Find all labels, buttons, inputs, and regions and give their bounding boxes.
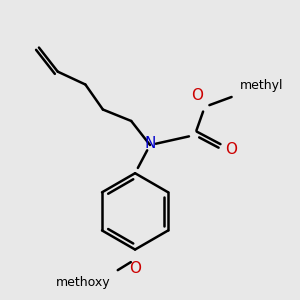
Text: N: N: [144, 136, 156, 151]
Text: O: O: [225, 142, 237, 157]
Text: O: O: [129, 261, 141, 276]
Text: methyl: methyl: [240, 79, 283, 92]
Text: O: O: [191, 88, 203, 103]
Text: methoxy: methoxy: [56, 276, 110, 289]
